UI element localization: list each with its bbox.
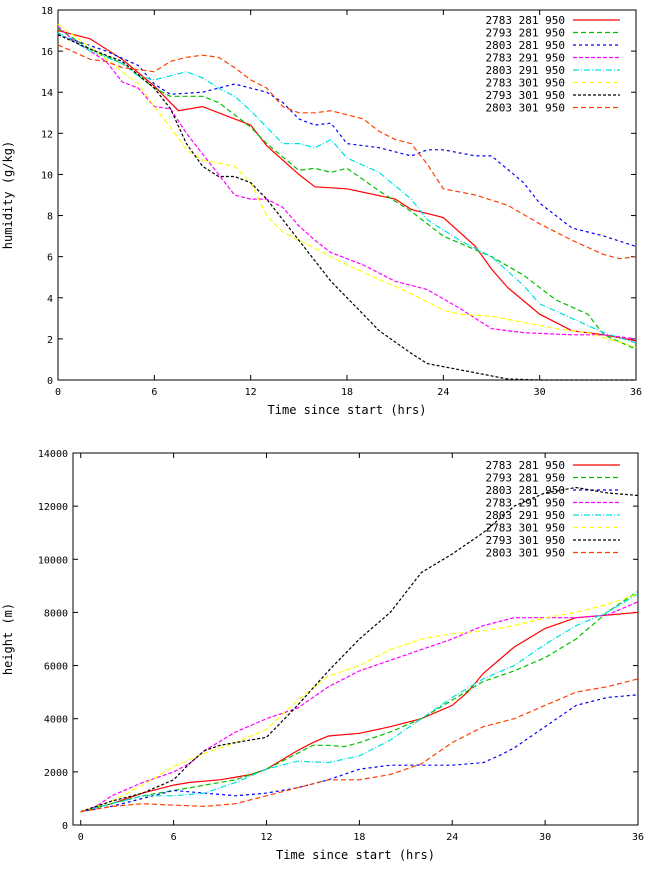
legend-label: 2793 301 950 — [486, 534, 565, 547]
series-line-4 — [80, 601, 639, 813]
y-axis-title: humidity (g/kg) — [1, 141, 15, 249]
x-tick-label: 12 — [245, 387, 257, 398]
y-tick-label: 16 — [41, 47, 53, 58]
y-tick-label: 2000 — [44, 768, 68, 779]
legend-label: 2803 301 950 — [486, 547, 565, 560]
x-tick-label: 30 — [539, 832, 551, 843]
legend-label: 2783 301 950 — [486, 522, 565, 535]
y-tick-label: 14000 — [38, 449, 68, 460]
legend-label: 2803 301 950 — [486, 102, 565, 115]
y-tick-label: 0 — [47, 376, 53, 387]
legend-label: 2783 281 950 — [486, 459, 565, 472]
legend-label: 2783 291 950 — [486, 497, 565, 510]
series-line-5 — [57, 32, 637, 344]
y-tick-label: 12000 — [38, 502, 68, 513]
y-tick-label: 8 — [47, 212, 53, 223]
x-tick-label: 6 — [151, 387, 157, 398]
x-tick-label: 36 — [632, 832, 644, 843]
legend-label: 2803 281 950 — [486, 484, 565, 497]
x-tick-label: 0 — [78, 832, 84, 843]
x-tick-label: 30 — [534, 387, 546, 398]
series-line-4 — [57, 25, 637, 340]
series-line-2 — [57, 27, 637, 350]
series-line-6 — [57, 23, 637, 348]
x-tick-label: 6 — [171, 832, 177, 843]
y-tick-label: 6 — [47, 253, 53, 264]
series-line-8 — [80, 678, 639, 813]
y-tick-label: 4 — [47, 294, 53, 305]
x-axis-title: Time since start (hrs) — [276, 848, 435, 862]
x-axis-title: Time since start (hrs) — [268, 403, 427, 417]
series-line-1 — [57, 30, 637, 342]
y-tick-label: 12 — [41, 129, 53, 140]
legend-label: 2793 281 950 — [486, 472, 565, 485]
series-line-3 — [57, 34, 637, 247]
x-tick-label: 12 — [260, 832, 272, 843]
legend-label: 2793 281 950 — [486, 27, 565, 40]
x-tick-label: 24 — [446, 832, 458, 843]
x-tick-label: 0 — [55, 387, 61, 398]
x-tick-label: 24 — [437, 387, 449, 398]
legend-label: 2803 281 950 — [486, 39, 565, 52]
legend-label: 2783 281 950 — [486, 14, 565, 27]
y-tick-label: 10 — [41, 170, 53, 181]
series-line-6 — [80, 593, 639, 813]
x-tick-label: 36 — [630, 387, 642, 398]
series-line-7 — [57, 34, 636, 381]
y-tick-label: 0 — [62, 821, 68, 832]
y-tick-label: 2 — [47, 335, 53, 346]
x-tick-label: 18 — [353, 832, 365, 843]
y-tick-label: 6000 — [44, 662, 68, 673]
y-tick-label: 8000 — [44, 608, 68, 619]
y-axis-title: height (m) — [1, 603, 15, 675]
legend-label: 2783 291 950 — [486, 52, 565, 65]
chart-height: 0 6 12 18 24 30 36 0 2000 4000 6000 8000 10000 12000 1… — [1, 449, 644, 862]
series-line-7 — [80, 486, 639, 813]
x-tick-label: 18 — [341, 387, 353, 398]
legend-label: 2783 301 950 — [486, 77, 565, 90]
y-tick-label: 4000 — [44, 715, 68, 726]
y-tick-label: 14 — [41, 88, 53, 99]
series-line-1 — [80, 611, 639, 813]
series-line-3 — [80, 694, 639, 813]
series-line-2 — [80, 590, 639, 813]
legend-label: 2803 291 950 — [486, 64, 565, 77]
y-tick-label: 18 — [41, 6, 53, 17]
y-tick-label: 10000 — [38, 555, 68, 566]
series-line-5 — [80, 593, 639, 813]
plot-frame — [72, 452, 639, 826]
series-line-8 — [57, 44, 637, 260]
legend-label: 2793 301 950 — [486, 89, 565, 102]
legend-label: 2803 291 950 — [486, 509, 565, 522]
